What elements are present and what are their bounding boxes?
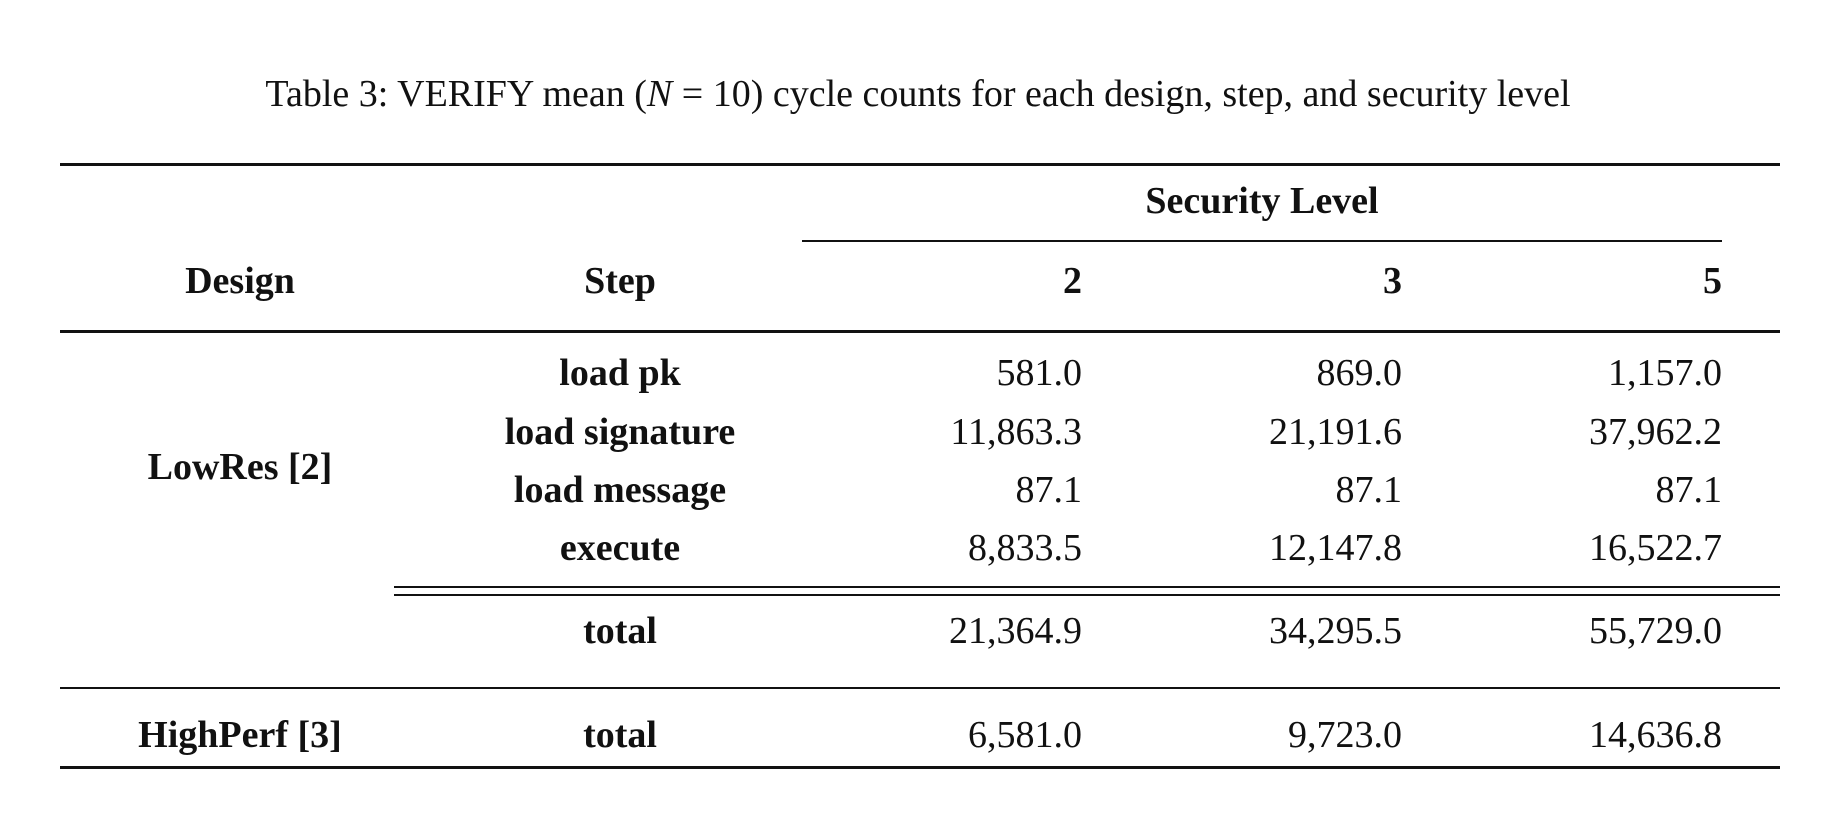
lowres-load-signature-level-2: 11,863.3: [950, 411, 1082, 453]
highperf-total-label: total: [583, 714, 657, 756]
highperf-total-level-2: 6,581.0: [968, 714, 1082, 756]
security-level-cmidrule: [802, 240, 1722, 242]
level-2-header: 2: [1063, 260, 1082, 302]
lowres-load-signature-level-3: 21,191.6: [1269, 411, 1402, 453]
step-load-signature: load signature: [504, 411, 736, 453]
caption-prefix: Table 3: VERIFY mean (: [265, 73, 647, 115]
lowres-total-double-rule-lower: [394, 594, 1780, 596]
highperf-total-level-3: 9,723.0: [1288, 714, 1402, 756]
highperf-total-level-5: 14,636.8: [1589, 714, 1722, 756]
design-separator-rule: [60, 687, 1780, 689]
step-execute: execute: [559, 527, 681, 569]
design-highperf: HighPerf [3]: [138, 714, 342, 756]
lowres-total-level-3: 34,295.5: [1269, 610, 1402, 652]
lowres-load-pk-level-3: 869.0: [1316, 352, 1403, 394]
caption-equation: = 10: [672, 73, 751, 115]
level-3-header: 3: [1383, 260, 1402, 302]
lowres-total-double-rule-upper: [394, 586, 1780, 588]
bottom-rule: [60, 766, 1780, 769]
level-5-header: 5: [1703, 260, 1722, 302]
lowres-load-message-level-3: 87.1: [1335, 469, 1403, 511]
lowres-load-message-level-2: 87.1: [1015, 469, 1083, 511]
lowres-load-pk-level-5: 1,157.0: [1608, 352, 1722, 394]
lowres-execute-level-5: 16,522.7: [1589, 527, 1722, 569]
step-column-header: Step: [584, 260, 656, 302]
lowres-load-pk-level-2: 581.0: [996, 352, 1083, 394]
lowres-execute-level-2: 8,833.5: [968, 527, 1082, 569]
header-midrule: [60, 330, 1780, 333]
lowres-load-signature-level-5: 37,962.2: [1589, 411, 1722, 453]
caption-suffix: ) cycle counts for each design, step, an…: [750, 73, 1571, 115]
table-caption: Table 3: VERIFY mean (N = 10) cycle coun…: [0, 70, 1836, 118]
step-load-message: load message: [513, 469, 727, 511]
step-load-pk: load pk: [559, 352, 681, 394]
lowres-execute-level-3: 12,147.8: [1269, 527, 1402, 569]
lowres-load-message-level-5: 87.1: [1655, 469, 1723, 511]
lowres-total-level-5: 55,729.0: [1589, 610, 1722, 652]
design-column-header: Design: [185, 260, 295, 302]
lowres-total-level-2: 21,364.9: [949, 610, 1082, 652]
lowres-total-label: total: [583, 610, 657, 652]
security-level-header: Security Level: [1145, 180, 1379, 222]
top-rule: [60, 163, 1780, 166]
caption-variable: N: [646, 73, 673, 115]
design-lowres: LowRes [2]: [147, 446, 333, 488]
